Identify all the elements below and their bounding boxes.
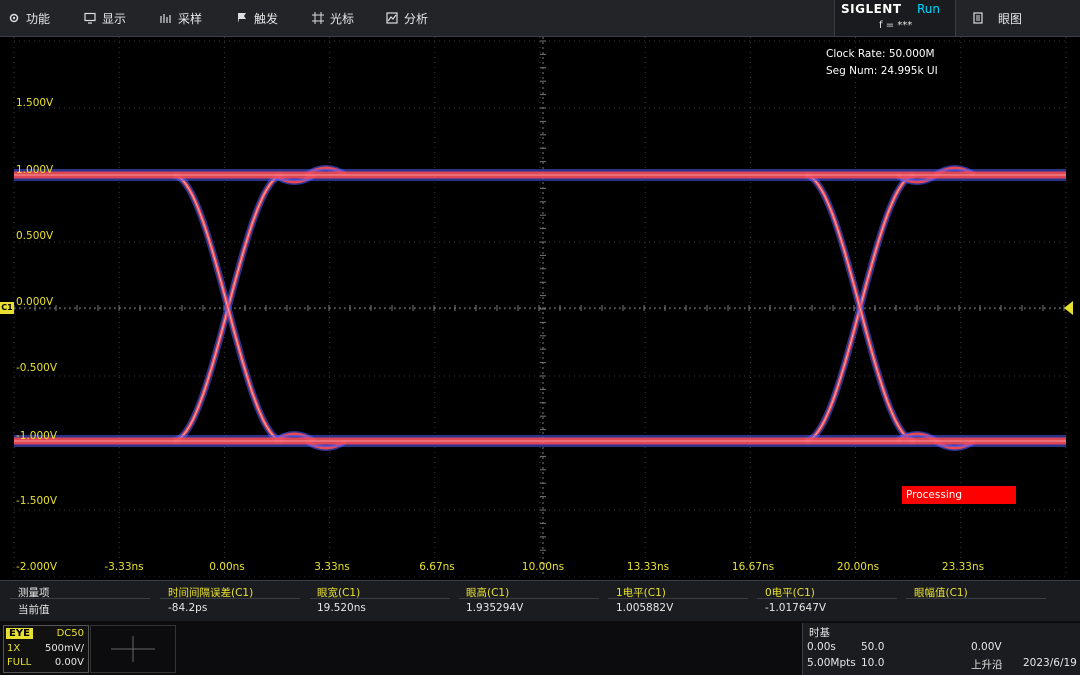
channel-info-box[interactable]: EYE DC50 1X 500mV/ FULL 0.00V: [3, 625, 89, 673]
plus-icon: [111, 636, 155, 662]
x-tick-label: 16.67ns: [731, 561, 775, 573]
measure-col-name[interactable]: 眼宽(C1): [317, 587, 361, 599]
memory-depth: 5.00Mpts: [807, 657, 856, 669]
x-tick-label: 0.00ns: [209, 561, 245, 573]
menu-eye-label: 眼图: [998, 11, 1023, 26]
trigger-level-marker[interactable]: [1064, 301, 1073, 315]
measure-col-value: -1.017647V: [765, 602, 827, 614]
menu-acquire-label: 采样: [178, 11, 203, 26]
measurement-bar: 测量项 当前值 时间间隔误差(C1) -84.2ps 眼宽(C1) 19.520…: [0, 580, 1080, 621]
menu-trigger[interactable]: 触发: [236, 0, 278, 36]
menu-eye-diagram[interactable]: 眼图: [966, 0, 1080, 36]
menu-display-label: 显示: [102, 11, 127, 26]
eye-trace: [804, 174, 916, 442]
run-state[interactable]: Run: [917, 2, 941, 16]
eye-diagram-plot[interactable]: [0, 37, 1080, 577]
document-icon: [973, 12, 983, 24]
clock-rate: Clock Rate: 50.000M: [826, 48, 935, 60]
menu-trigger-label: 触发: [254, 11, 279, 26]
trigger-level: 0.00V: [971, 641, 1002, 653]
menu-analysis-label: 分析: [404, 11, 429, 26]
sample-rate: 10.0: [861, 657, 885, 669]
bandwidth-limit: FULL: [7, 657, 32, 668]
sampling-icon: [160, 14, 171, 23]
measure-col-name[interactable]: 0电平(C1): [765, 587, 815, 599]
y-tick-label: 0.500V: [16, 230, 54, 242]
top-menu-bar: 功能 显示 采样 触发 光标 分析 SIGLENT Run f = *** 眼图: [0, 0, 1080, 37]
processing-badge: Processing: [902, 486, 1016, 504]
menu-function[interactable]: 功能: [8, 0, 50, 36]
menu-function-label: 功能: [26, 11, 51, 26]
divider: [906, 598, 1046, 599]
measure-col-name[interactable]: 1电平(C1): [616, 587, 666, 599]
x-tick-label: -3.33ns: [104, 561, 144, 573]
y-tick-label: -0.500V: [16, 362, 58, 374]
y-tick-label: 1.500V: [16, 97, 54, 109]
trigger-edge: 上升沿: [971, 659, 1003, 671]
gear-icon: [9, 13, 19, 23]
probe-ratio: 1X: [7, 643, 21, 654]
x-tick-label: 13.33ns: [626, 561, 670, 573]
measure-col-name[interactable]: 眼高(C1): [466, 587, 510, 599]
x-tick-label: 6.67ns: [419, 561, 455, 573]
timebase-title: 时基: [809, 627, 830, 639]
frequency-readout: f = ***: [879, 20, 913, 31]
x-tick-label: 20.00ns: [836, 561, 880, 573]
divider: [757, 598, 897, 599]
y-tick-label: 0.000V: [16, 296, 54, 308]
divider: [459, 598, 599, 599]
channel-mode: EYE: [6, 628, 33, 639]
divider: [10, 598, 150, 599]
x-tick-label: 3.33ns: [314, 561, 350, 573]
menu-cursor-label: 光标: [330, 11, 355, 26]
x-tick-label: 10.00ns: [521, 561, 565, 573]
timebase-scale: 50.0: [861, 641, 885, 653]
measure-col-name[interactable]: 眼幅值(C1): [914, 587, 968, 599]
y-tick-label: -2.000V: [16, 561, 58, 573]
eye-trace: [172, 174, 284, 442]
menu-cursor[interactable]: 光标: [312, 0, 354, 36]
plot-grid: [13, 37, 1067, 577]
divider: [160, 598, 300, 599]
timebase-panel[interactable]: 时基 0.00s 50.0 5.00Mpts 10.0 0.00V 上升沿 20…: [802, 623, 1080, 675]
measure-col-value: 19.520ns: [317, 602, 366, 614]
menu-acquire[interactable]: 采样: [160, 0, 202, 36]
divider: [310, 598, 450, 599]
measure-row-header: 测量项: [18, 587, 50, 599]
y-tick-label: 1.000V: [16, 164, 54, 176]
channel-marker[interactable]: C1: [0, 302, 14, 314]
cursor-crosshair-icon: [312, 12, 324, 24]
y-tick-label: -1.500V: [16, 495, 58, 507]
date-display: 2023/6/19: [1023, 657, 1077, 669]
add-channel-button[interactable]: [90, 625, 176, 673]
vertical-scale: 500mV/: [44, 643, 84, 654]
menu-analysis[interactable]: 分析: [386, 0, 428, 36]
eye-traces: [14, 165, 1066, 451]
measure-col-value: 1.005882V: [616, 602, 674, 614]
menu-display[interactable]: 显示: [84, 0, 126, 36]
channel-coupling: DC50: [56, 628, 84, 639]
analysis-icon: [386, 12, 398, 24]
measure-col-value: 1.935294V: [466, 602, 524, 614]
measure-col-value: -84.2ps: [168, 602, 208, 614]
vertical-offset: 0.00V: [54, 657, 84, 668]
y-tick-label: -1.000V: [16, 430, 58, 442]
brand-status-box: SIGLENT Run f = ***: [834, 0, 956, 36]
monitor-icon: [84, 12, 96, 24]
measure-col-name[interactable]: 时间间隔误差(C1): [168, 587, 254, 599]
brand-logo: SIGLENT: [841, 2, 902, 16]
x-tick-label: 23.33ns: [941, 561, 985, 573]
timebase-delay: 0.00s: [807, 641, 836, 653]
measure-row-current: 当前值: [18, 604, 50, 616]
trigger-flag-icon: [238, 13, 246, 23]
divider: [608, 598, 748, 599]
segment-number: Seg Num: 24.995k UI: [826, 65, 938, 77]
